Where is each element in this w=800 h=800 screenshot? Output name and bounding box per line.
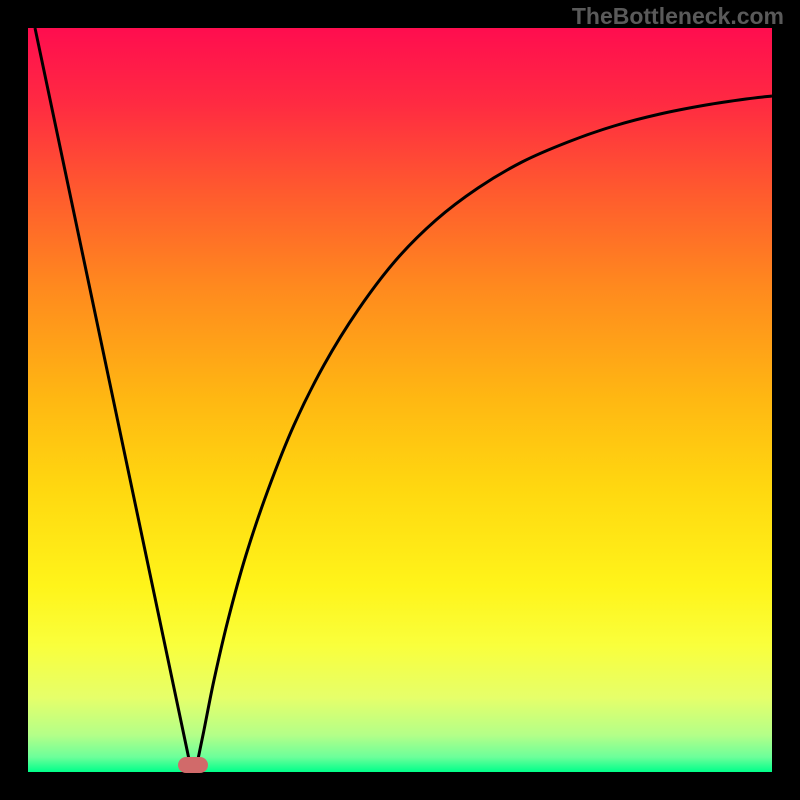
left-line	[35, 28, 190, 764]
min-marker	[178, 757, 208, 773]
chart-container: TheBottleneck.com	[0, 0, 800, 800]
right-curve	[197, 96, 772, 764]
curve-layer	[0, 0, 800, 800]
